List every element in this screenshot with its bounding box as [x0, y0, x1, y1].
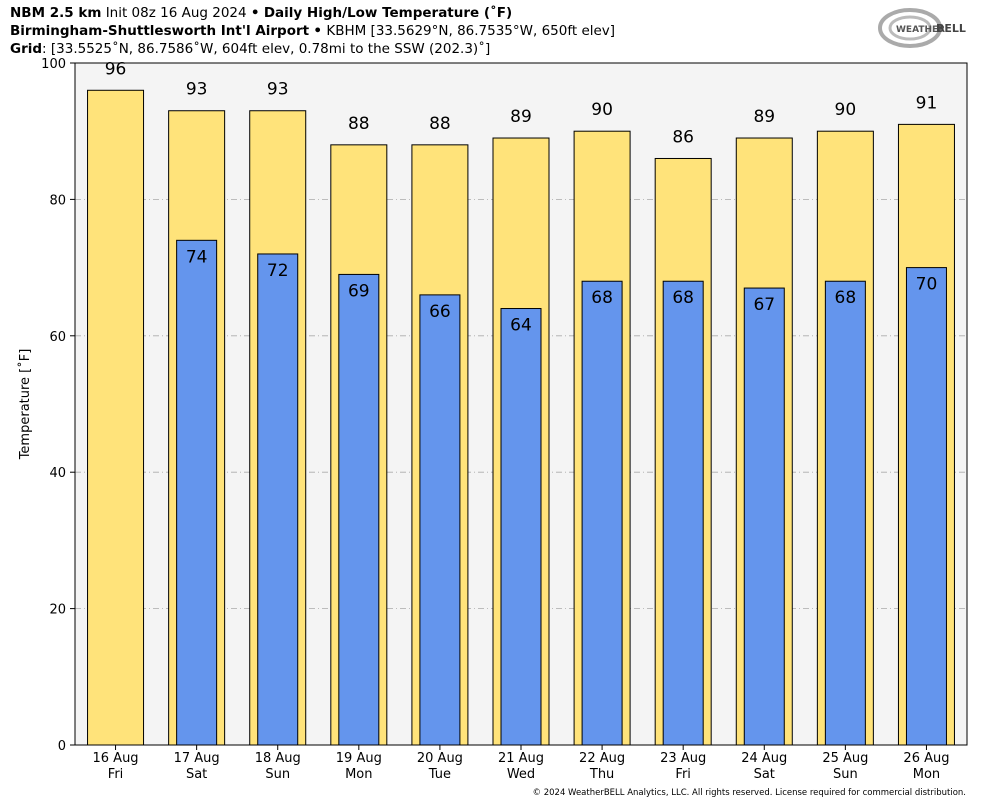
high-label: 91	[916, 93, 938, 113]
bullet: •	[313, 23, 323, 39]
copyright-notice: © 2024 WeatherBELL Analytics, LLC. All r…	[532, 788, 966, 798]
high-label: 90	[591, 100, 613, 120]
y-tick-label: 40	[49, 466, 66, 481]
x-tick-date: 16 Aug	[93, 751, 139, 766]
low-label: 72	[267, 261, 289, 281]
x-tick-date: 17 Aug	[174, 751, 220, 766]
low-bar	[824, 280, 866, 746]
low-bar	[338, 273, 380, 746]
low-label: 66	[429, 302, 451, 322]
x-tick-date: 21 Aug	[498, 751, 544, 766]
x-tick-day: Thu	[589, 767, 614, 782]
plot-border	[74, 62, 968, 746]
low-bar	[500, 308, 542, 746]
low-label: 68	[591, 288, 613, 308]
low-label: 64	[510, 316, 532, 336]
x-tick-date: 18 Aug	[255, 751, 301, 766]
title-line-1: NBM 2.5 km Init 08z 16 Aug 2024 • Daily …	[10, 5, 512, 21]
low-bar	[581, 280, 623, 746]
high-label: 89	[510, 107, 532, 127]
x-tick-date: 24 Aug	[741, 751, 787, 766]
y-tick-label: 100	[41, 57, 66, 72]
x-tick-date: 20 Aug	[417, 751, 463, 766]
x-tick-day: Fri	[108, 767, 124, 782]
high-bar	[87, 89, 145, 746]
y-tick-label: 80	[49, 193, 66, 208]
station-name: Birmingham-Shuttlesworth Int'l Airport	[10, 23, 310, 39]
low-label: 67	[753, 295, 775, 315]
x-tick-day: Fri	[675, 767, 691, 782]
high-label: 86	[672, 127, 694, 147]
low-label: 68	[672, 288, 694, 308]
product-title: Daily High/Low Temperature (˚F)	[263, 5, 513, 21]
y-axis-label: Temperature [˚F]	[17, 349, 33, 461]
x-tick-day: Sat	[754, 767, 775, 782]
low-bar	[257, 253, 299, 746]
y-tick-label: 0	[58, 739, 66, 754]
model-name: NBM 2.5 km	[10, 5, 102, 21]
low-label: 70	[916, 275, 938, 295]
high-label: 88	[348, 114, 370, 134]
x-tick-date: 23 Aug	[660, 751, 706, 766]
low-label: 74	[186, 247, 208, 267]
high-label: 88	[429, 114, 451, 134]
high-label: 89	[753, 107, 775, 127]
weatherbell-logo: WEATHER BELL	[878, 8, 966, 48]
x-tick-day: Sun	[265, 767, 290, 782]
init-time: Init 08z 16 Aug 2024	[105, 5, 247, 21]
low-bar	[176, 239, 218, 746]
high-label: 90	[835, 100, 857, 120]
low-bar	[662, 280, 704, 746]
x-tick-date: 26 Aug	[903, 751, 949, 766]
x-tick-date: 19 Aug	[336, 751, 382, 766]
x-tick-day: Wed	[507, 767, 535, 782]
svg-text:WEATHER: WEATHER	[896, 25, 945, 35]
svg-text:BELL: BELL	[936, 22, 966, 35]
grid-label: Grid	[10, 41, 43, 57]
x-tick-day: Sun	[833, 767, 858, 782]
high-label: 93	[267, 80, 289, 100]
title-line-3: Grid: [33.5525˚N, 86.7586˚W, 604ft elev,…	[10, 41, 490, 57]
low-bar	[743, 287, 785, 746]
high-label: 93	[186, 80, 208, 100]
bullet: •	[250, 5, 260, 21]
y-tick-label: 20	[49, 603, 66, 618]
x-tick-day: Sat	[186, 767, 207, 782]
x-tick-day: Mon	[913, 767, 940, 782]
grid-info: : [33.5525˚N, 86.7586˚W, 604ft elev, 0.7…	[42, 41, 491, 57]
station-info: KBHM [33.5629°N, 86.7535°W, 650ft elev]	[326, 23, 616, 39]
x-tick-date: 25 Aug	[822, 751, 868, 766]
x-tick-day: Tue	[428, 767, 451, 782]
title-line-2: Birmingham-Shuttlesworth Int'l Airport •…	[10, 23, 615, 39]
high-label: 96	[105, 59, 127, 79]
y-tick-label: 60	[49, 330, 66, 345]
low-label: 68	[835, 288, 857, 308]
low-label: 69	[348, 281, 370, 301]
x-tick-day: Mon	[345, 767, 372, 782]
x-tick-date: 22 Aug	[579, 751, 625, 766]
low-bar	[419, 294, 461, 746]
low-bar	[905, 267, 947, 746]
